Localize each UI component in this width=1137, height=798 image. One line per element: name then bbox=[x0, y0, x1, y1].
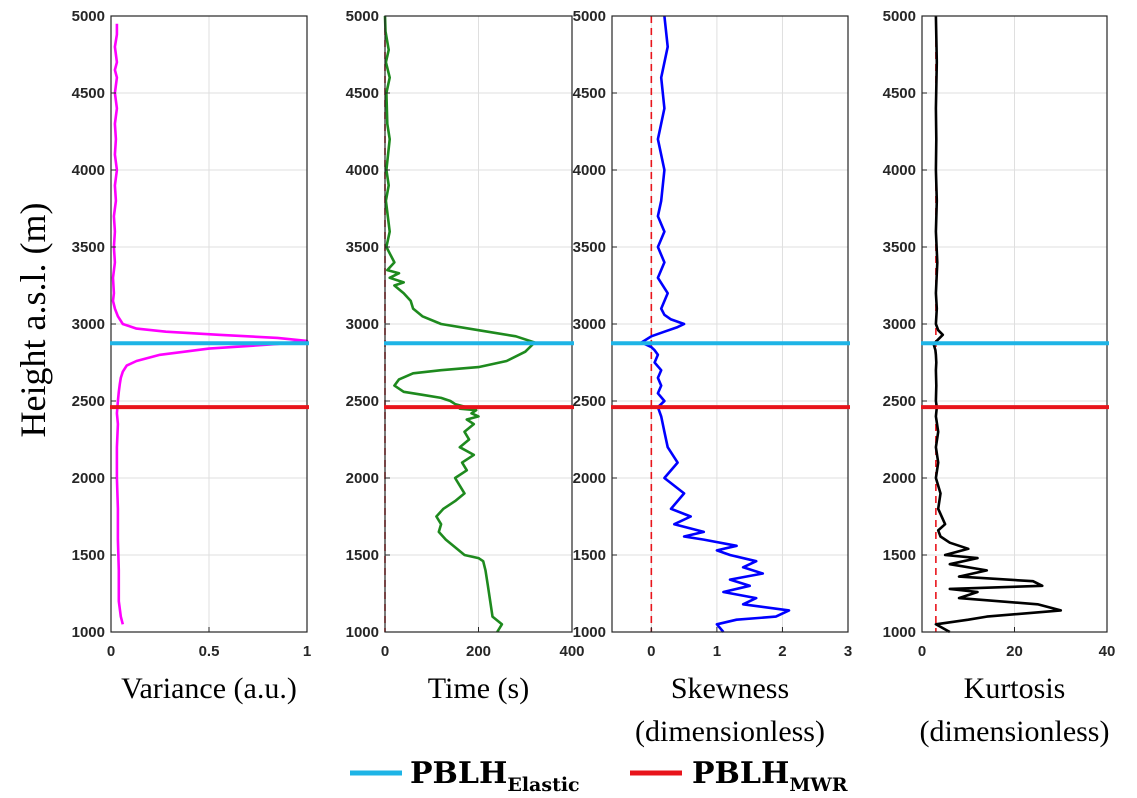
y-tick-label: 4500 bbox=[72, 85, 105, 102]
y-tick-label: 4500 bbox=[346, 85, 379, 102]
y-tick-label: 5000 bbox=[72, 8, 105, 25]
y-tick-label: 2500 bbox=[883, 393, 916, 410]
panel-2: 1000 1500 2000 2500 3000 3500 4000 4500 5000 0 200… bbox=[346, 8, 585, 705]
panel-4: 1000 1500 2000 2500 3000 3500 4000 4500 5000 0 20 4… bbox=[883, 8, 1116, 748]
y-tick-label: 2000 bbox=[883, 470, 916, 487]
y-tick-label: 4500 bbox=[573, 85, 606, 102]
y-tick-label: 5000 bbox=[573, 8, 606, 25]
x-tick-label: 0 bbox=[107, 643, 115, 660]
y-tick-label: 3000 bbox=[883, 316, 916, 333]
y-tick-label: 1500 bbox=[72, 547, 105, 564]
panel-1: 1000 1500 2000 2500 3000 3500 4000 4500 5000 0 0.5… bbox=[72, 8, 312, 705]
y-tick-label: 2000 bbox=[573, 470, 606, 487]
y-tick-label: 3000 bbox=[573, 316, 606, 333]
legend-label: PBLHElastic bbox=[410, 756, 580, 796]
y-tick-label: 5000 bbox=[883, 8, 916, 25]
y-tick-label: 3500 bbox=[573, 239, 606, 256]
y-tick-label: 3500 bbox=[72, 239, 105, 256]
x-axis-label: (dimensionless) bbox=[635, 715, 825, 748]
series-line bbox=[111, 23, 309, 625]
y-tick-label: 2500 bbox=[72, 393, 105, 410]
x-tick-label: 3 bbox=[844, 643, 852, 660]
y-tick-label: 1000 bbox=[573, 624, 606, 641]
y-tick-label: 3000 bbox=[72, 316, 105, 333]
y-tick-label: 1500 bbox=[573, 547, 606, 564]
series-line bbox=[383, 15, 536, 633]
y-tick-label: 2500 bbox=[346, 393, 379, 410]
y-tick-label: 2500 bbox=[573, 393, 606, 410]
legend-label: PBLHMWR bbox=[692, 756, 848, 796]
y-tick-label: 1000 bbox=[72, 624, 105, 641]
x-axis-label: Kurtosis bbox=[964, 672, 1066, 705]
x-tick-label: 0.5 bbox=[199, 643, 220, 660]
y-tick-label: 1000 bbox=[883, 624, 916, 641]
y-tick-label: 2000 bbox=[72, 470, 105, 487]
y-tick-label: 1500 bbox=[346, 547, 379, 564]
y-tick-label: 4000 bbox=[72, 162, 105, 179]
x-tick-label: 2 bbox=[778, 643, 786, 660]
x-tick-label: 0 bbox=[647, 643, 655, 660]
y-tick-label: 3500 bbox=[346, 239, 379, 256]
y-tick-label: 2000 bbox=[346, 470, 379, 487]
y-tick-label: 4000 bbox=[883, 162, 916, 179]
x-tick-label: 0 bbox=[381, 643, 389, 660]
y-tick-label: 1500 bbox=[883, 547, 916, 564]
y-tick-label: 4500 bbox=[883, 85, 916, 102]
x-axis-label: (dimensionless) bbox=[920, 715, 1110, 748]
series-line bbox=[640, 15, 791, 633]
x-tick-label: 20 bbox=[1006, 643, 1023, 660]
x-tick-label: 0 bbox=[918, 643, 926, 660]
x-axis-label: Time (s) bbox=[428, 672, 529, 705]
y-axis-label: Height a.s.l. (m) bbox=[13, 203, 53, 438]
panel-3: 1000 1500 2000 2500 3000 3500 4000 4500 5000 0 1 2 3… bbox=[573, 8, 853, 748]
x-tick-label: 1 bbox=[303, 643, 311, 660]
y-tick-label: 4000 bbox=[573, 162, 606, 179]
x-axis-label: Skewness bbox=[671, 672, 789, 705]
x-tick-label: 200 bbox=[466, 643, 491, 660]
x-tick-label: 400 bbox=[559, 643, 584, 660]
x-tick-label: 1 bbox=[713, 643, 721, 660]
y-tick-label: 5000 bbox=[346, 8, 379, 25]
x-tick-label: 40 bbox=[1099, 643, 1116, 660]
y-tick-label: 3000 bbox=[346, 316, 379, 333]
series-line bbox=[932, 15, 1063, 634]
y-tick-label: 3500 bbox=[883, 239, 916, 256]
y-tick-label: 4000 bbox=[346, 162, 379, 179]
x-axis-label: Variance (a.u.) bbox=[121, 672, 297, 705]
y-tick-label: 1000 bbox=[346, 624, 379, 641]
legend: PBLHElastic PBLHMWR bbox=[350, 756, 848, 796]
